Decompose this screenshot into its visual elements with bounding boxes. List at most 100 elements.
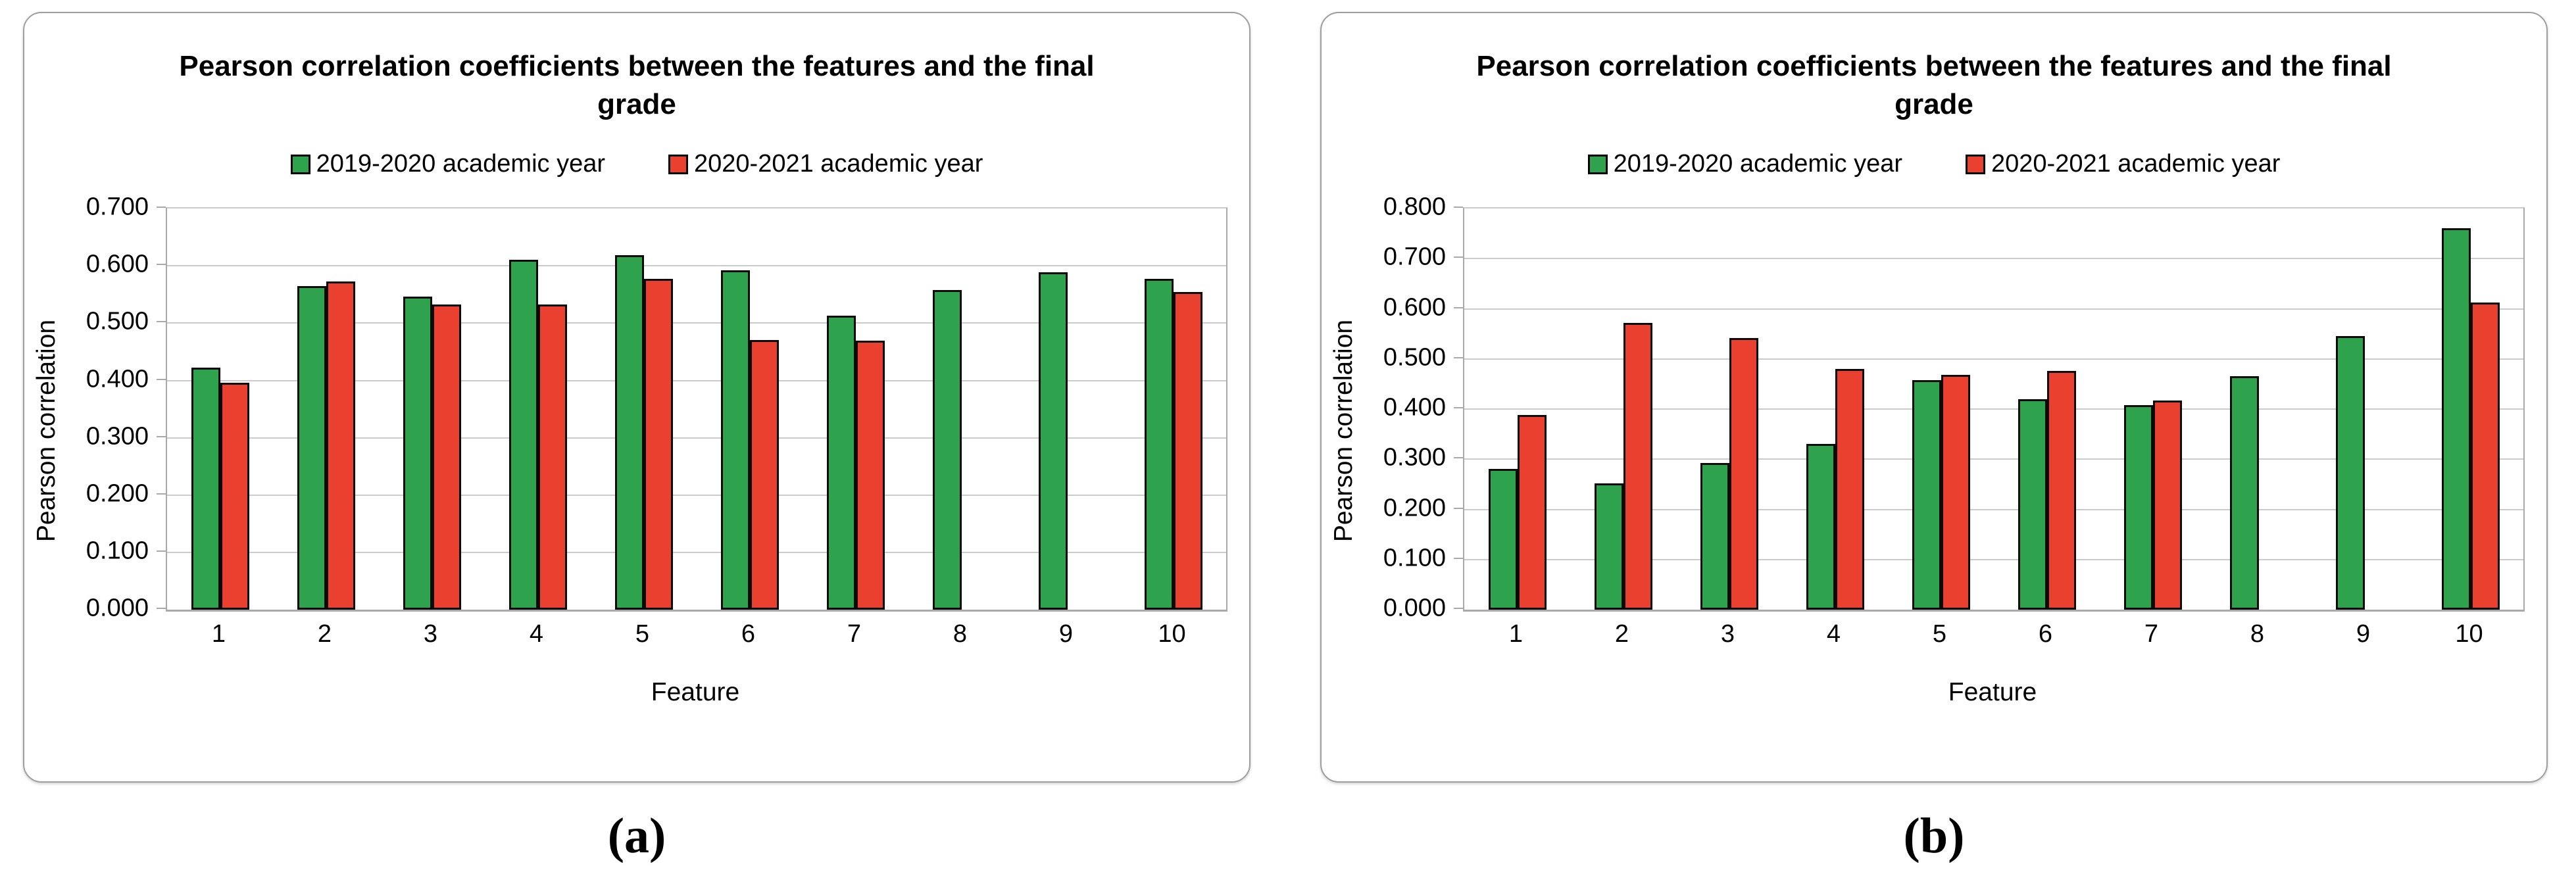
bar-2019-2020 (826, 316, 856, 610)
y-tick-label: 0.600 (1383, 293, 1446, 322)
bar-2019-2020 (1806, 444, 1835, 610)
bar-2019-2020 (191, 368, 220, 610)
legend-item-2020-2021: 2020-2021 academic year (1966, 150, 2280, 178)
caption-b: (b) (1903, 808, 1965, 864)
y-tick-label: 0.300 (1383, 443, 1446, 472)
bar-2019-2020 (1912, 380, 1941, 610)
y-tick-label: 0.000 (86, 594, 149, 622)
chart-region: Pearson correlation 0.000 0.100 0.200 0.300… (1322, 193, 2546, 727)
bar-2019-2020 (932, 290, 962, 610)
plot-area (166, 207, 1227, 612)
chart-title: Pearson correlation coefficients between… (179, 50, 1095, 121)
x-tick-label: 4 (1826, 620, 1841, 648)
bar-2020-2021 (2046, 371, 2076, 610)
y-tick-label: 0.500 (1383, 343, 1446, 372)
bar-2019-2020 (2123, 405, 2153, 610)
y-tick-label: 0.000 (1383, 594, 1446, 622)
bar-2019-2020 (1594, 483, 1623, 610)
bar-2019-2020 (297, 286, 326, 610)
x-tick-label: 2 (1614, 620, 1629, 648)
gridline (167, 379, 1226, 381)
y-tick-mark (157, 264, 166, 266)
y-tick-mark (1454, 557, 1463, 559)
bar-2020-2021 (1941, 375, 1970, 610)
y-tick-mark (1454, 507, 1463, 509)
bar-2019-2020 (2018, 399, 2047, 610)
y-tick-mark (157, 550, 166, 552)
y-tick-mark (157, 378, 166, 380)
y-tick-mark (1454, 306, 1463, 308)
gridline (167, 494, 1226, 496)
gridline (1464, 558, 2523, 560)
x-axis-title: Feature (1948, 678, 2037, 707)
y-tick-label: 0.400 (86, 365, 149, 393)
y-tick-mark (1454, 407, 1463, 409)
x-tick-label: 1 (1508, 620, 1523, 648)
x-tick-label: 7 (2144, 620, 2159, 648)
bar-2019-2020 (2229, 376, 2259, 610)
y-tick-label: 0.300 (86, 422, 149, 450)
legend-swatch-red (668, 154, 688, 174)
y-tick-label: 0.700 (1383, 243, 1446, 271)
legend-item-2019-2020: 2019-2020 academic year (1587, 150, 1902, 178)
bar-2020-2021 (326, 281, 355, 610)
legend-item-2019-2020: 2019-2020 academic year (290, 150, 605, 178)
chart-panel-a: Pearson correlation coefficients between… (23, 12, 1251, 783)
x-tick-label: 3 (1720, 620, 1735, 648)
x-tick-label: 9 (2356, 620, 2371, 648)
bar-2019-2020 (508, 260, 538, 610)
bar-2019-2020 (1700, 463, 1729, 610)
gridline (1464, 408, 2523, 410)
bar-2020-2021 (2470, 303, 2500, 610)
bar-2020-2021 (1173, 292, 1202, 610)
bar-2020-2021 (643, 279, 673, 610)
legend-label: 2020-2021 academic year (1991, 150, 2281, 178)
gridline (167, 552, 1226, 553)
y-tick-label: 0.800 (1383, 193, 1446, 221)
legend-swatch-red (1966, 154, 1985, 174)
x-tick-label: 6 (741, 620, 756, 648)
bar-2020-2021 (1729, 338, 1758, 610)
legend: 2019-2020 academic year 2020-2021 academ… (1322, 150, 2546, 178)
y-tick-label: 0.200 (86, 479, 149, 508)
gridline (1464, 508, 2523, 510)
legend-swatch-green (1587, 154, 1608, 174)
gridline (1464, 308, 2523, 310)
x-tick-label: 8 (953, 620, 968, 648)
gridline (167, 437, 1226, 439)
bar-2019-2020 (614, 255, 644, 610)
y-tick-mark (1454, 356, 1463, 358)
x-tick-label: 7 (847, 620, 862, 648)
bar-2020-2021 (537, 304, 567, 610)
y-tick-label: 0.500 (86, 307, 149, 335)
y-tick-label: 0.700 (86, 193, 149, 221)
bar-2019-2020 (1488, 469, 1518, 610)
y-tick-labels: 0.000 0.100 0.200 0.300 0.400 0.500 0.600 0.700 (24, 193, 166, 622)
x-tick-label: 5 (1932, 620, 1947, 648)
y-tick-mark (1454, 207, 1463, 208)
x-tick-label: 10 (2455, 620, 2483, 648)
bar-2020-2021 (432, 304, 461, 610)
x-tick-label: 3 (423, 620, 438, 648)
plot-area (1463, 207, 2525, 612)
y-tick-label: 0.200 (1383, 494, 1446, 522)
x-axis-title: Feature (651, 678, 740, 707)
legend-item-2020-2021: 2020-2021 academic year (668, 150, 983, 178)
y-tick-label: 0.100 (1383, 544, 1446, 572)
bar-2019-2020 (720, 270, 750, 610)
gridline (167, 322, 1226, 324)
bar-2020-2021 (1517, 415, 1547, 610)
bar-2019-2020 (1038, 272, 1068, 610)
x-tick-label: 6 (2038, 620, 2053, 648)
y-tick-label: 0.400 (1383, 393, 1446, 422)
legend-swatch-green (290, 154, 310, 174)
x-tick-label: 4 (529, 620, 544, 648)
bar-2019-2020 (2441, 228, 2471, 610)
y-tick-mark (1454, 608, 1463, 610)
bar-2020-2021 (855, 341, 885, 610)
legend-label: 2019-2020 academic year (1613, 150, 1902, 178)
y-tick-mark (1454, 457, 1463, 459)
caption-a: (a) (607, 808, 666, 864)
figure-panels: Pearson correlation coefficients between… (23, 12, 2548, 783)
y-tick-labels: 0.000 0.100 0.200 0.300 0.400 0.500 0.600 0.700… (1322, 193, 1463, 622)
